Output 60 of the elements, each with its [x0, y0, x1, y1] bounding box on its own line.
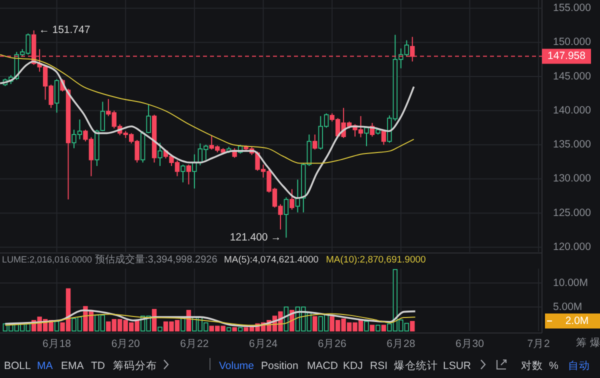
text: BOLL [4, 360, 32, 372]
candlestick [158, 142, 162, 166]
candlestick [290, 188, 294, 210]
text: MA [37, 360, 53, 372]
y-tick-label: 120.000 [553, 241, 592, 253]
bar [54, 320, 60, 332]
bar [381, 324, 386, 332]
text: LUME:2,016,016.0000 [2, 254, 92, 265]
bar [226, 327, 232, 332]
text: 对数 [521, 359, 543, 372]
y-tick-label: 10.00M [553, 276, 588, 289]
y-tick-label: 150.000 [553, 36, 592, 48]
x-tick-label: 7月2 [527, 338, 550, 350]
text: EMA [61, 360, 84, 372]
x-tick-label: 6月28 [386, 338, 416, 350]
ref-line-label: 147.958 [548, 50, 586, 62]
annotation: 121.400 → [230, 231, 282, 244]
bar [232, 327, 237, 332]
text: 爆仓统计 [394, 359, 438, 372]
x-tick-label: 6月30 [455, 338, 484, 350]
text: 预估成交量:3,394,998.2926 [95, 254, 218, 266]
y-tick-label: 125.000 [553, 206, 592, 219]
x-tick-label: 6月24 [248, 338, 278, 350]
x-tick-label: 6月20 [111, 338, 140, 350]
candlestick [180, 164, 186, 183]
text: Volume [219, 360, 254, 372]
y-tick-label: 135.000 [553, 138, 592, 151]
bar [158, 326, 162, 332]
candlestick [284, 196, 289, 238]
text: 自动 [568, 360, 590, 372]
candlestick [54, 78, 60, 114]
x-tick-label: 6月22 [180, 338, 209, 350]
bar [312, 316, 318, 332]
bar [410, 320, 415, 332]
bar [238, 327, 243, 332]
bar [364, 320, 369, 332]
text: MACD [307, 360, 338, 372]
annotation: ← 151.747 [38, 24, 90, 36]
text: KDJ [343, 360, 363, 372]
y-tick-label: 155.000 [553, 2, 592, 14]
y-tick-label: 5.00M [553, 300, 582, 313]
y-tick-label: 130.000 [553, 172, 592, 185]
bar [376, 324, 380, 332]
text: 筹码分布 [113, 360, 157, 372]
candlestick [192, 154, 197, 189]
text: MA(5):4,074,621.4000 [224, 254, 319, 266]
text: LSUR [443, 360, 472, 372]
y-tick-label: 140.000 [553, 104, 592, 116]
text: 2.0M [565, 314, 589, 327]
text: TD [91, 360, 106, 372]
candlestick [186, 164, 192, 185]
text: RSI [370, 360, 388, 372]
text: MA(10):2,870,691.9000 [326, 254, 426, 266]
candlestick [312, 134, 318, 150]
bar [370, 324, 375, 332]
y-tick-label: 145.000 [553, 70, 592, 82]
x-tick-label: 6月26 [318, 338, 346, 350]
x-tick-label: 6月18 [42, 338, 72, 350]
text: Position [261, 360, 299, 372]
text: % [549, 360, 558, 372]
